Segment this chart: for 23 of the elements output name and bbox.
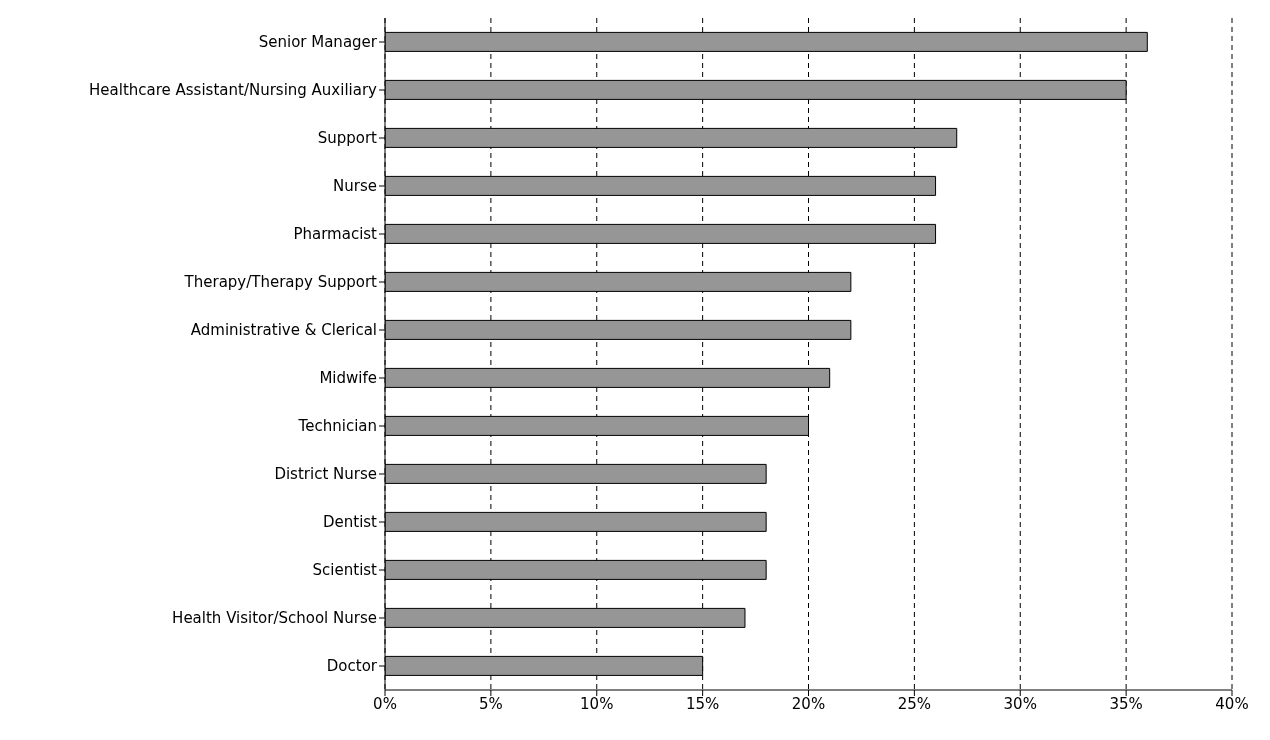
y-tick-label: District Nurse <box>274 465 377 484</box>
y-tick-label: Healthcare Assistant/Nursing Auxiliary <box>89 81 378 100</box>
x-tick-label: 0% <box>373 694 397 713</box>
x-tick-label: 30% <box>1003 694 1037 713</box>
y-tick-label: Nurse <box>333 177 377 196</box>
y-tick-label: Therapy/Therapy Support <box>183 273 378 292</box>
y-tick-label: Midwife <box>319 369 377 388</box>
y-tick-label: Technician <box>297 417 377 436</box>
y-tick-label: Scientist <box>312 561 378 580</box>
x-tick-label: 40% <box>1215 694 1249 713</box>
x-tick-label: 15% <box>685 694 720 713</box>
y-tick-label: Dentist <box>322 513 378 532</box>
y-tick-label: Administrative & Clerical <box>190 321 377 340</box>
y-tick-label: Pharmacist <box>293 225 378 244</box>
x-tick-label: 25% <box>897 694 932 713</box>
x-tick-label: 5% <box>478 694 503 713</box>
y-tick-label: Health Visitor/School Nurse <box>172 609 377 628</box>
x-tick-label: 10% <box>580 694 614 713</box>
y-tick-label: Senior Manager <box>258 33 378 52</box>
y-tick-label: Support <box>317 129 378 148</box>
y-tick-label: Doctor <box>326 657 378 676</box>
x-tick-label: 20% <box>791 694 826 713</box>
x-tick-label: 35% <box>1109 694 1143 713</box>
